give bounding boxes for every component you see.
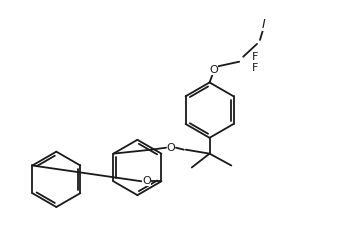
Text: O: O [209, 65, 218, 75]
Text: O: O [142, 176, 151, 186]
Text: F: F [252, 63, 258, 73]
Text: F: F [252, 52, 258, 62]
Text: O: O [167, 143, 175, 153]
Text: I: I [262, 18, 266, 31]
